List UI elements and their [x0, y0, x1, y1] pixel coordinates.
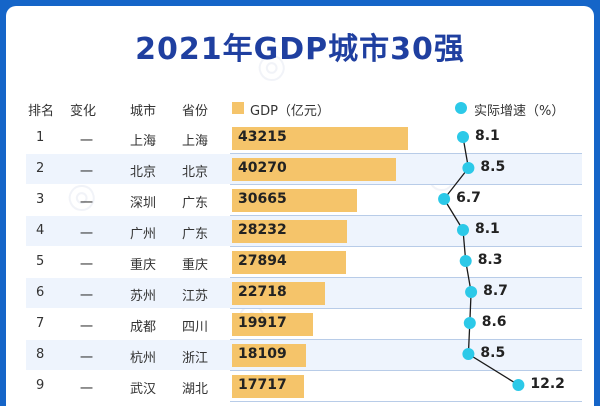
gdp-value-label: 22718: [238, 284, 287, 300]
rank-cell: 3: [36, 192, 45, 207]
growth-value-label: 8.5: [480, 159, 506, 175]
gdp-bar: [232, 344, 306, 367]
gdp-value-label: 28232: [238, 222, 287, 238]
rank-cell: 2: [36, 161, 45, 176]
city-cell: 上海: [130, 134, 157, 149]
city-cell: 成都: [130, 320, 157, 335]
change-cell: 一: [80, 227, 94, 242]
gdp-bar: [232, 282, 325, 305]
city-cell: 苏州: [130, 289, 157, 304]
change-cell: 一: [80, 134, 94, 149]
growth-point: [457, 224, 469, 236]
growth-legend-dot: [455, 102, 467, 114]
city-cell: 北京: [130, 165, 157, 180]
change-cell: 一: [80, 382, 94, 397]
growth-point: [438, 193, 451, 205]
growth-point: [463, 317, 476, 329]
row-divider: [230, 370, 582, 371]
rank-cell: 8: [36, 347, 45, 362]
growth-value-label: 8.1: [475, 128, 500, 144]
change-cell: 一: [80, 258, 94, 273]
growth-point: [465, 286, 478, 298]
growth-point: [512, 379, 525, 391]
city-cell: 广州: [130, 227, 157, 242]
chart-card: ◎ ◎ ◎ ◎ 2021年GDP城市30强 排名 变化 城市 省份 GDP（亿元…: [6, 6, 594, 406]
rank-cell: 5: [36, 254, 45, 269]
gdp-value-label: 40270: [238, 160, 287, 176]
gdp-value-label: 30665: [238, 191, 287, 207]
gdp-bar: [232, 127, 408, 150]
gdp-bar: [232, 158, 396, 181]
row-divider: [230, 184, 582, 185]
gdp-value-label: 27894: [238, 253, 287, 269]
change-cell: 一: [80, 351, 94, 366]
growth-point: [462, 348, 475, 360]
growth-value-label: 8.7: [483, 283, 508, 299]
rank-cell: 7: [36, 316, 45, 331]
rank-cell: 9: [36, 378, 45, 393]
gdp-bar: [232, 251, 346, 274]
chart-title: 2021年GDP城市30强: [135, 32, 465, 67]
header-province: 省份: [182, 104, 209, 119]
city-cell: 重庆: [130, 258, 157, 273]
growth-line-chart: [438, 131, 525, 391]
change-cell: 一: [80, 289, 94, 304]
province-cell: 重庆: [182, 258, 209, 273]
growth-value-label: 8.1: [475, 221, 500, 237]
gdp-value-label: 17717: [238, 377, 287, 393]
growth-value-label: 8.5: [480, 345, 506, 361]
gdp-bar: [232, 189, 357, 212]
province-cell: 湖北: [182, 382, 209, 397]
growth-value-label: 12.2: [530, 376, 565, 392]
province-cell: 广东: [182, 227, 209, 242]
header-change: 变化: [70, 104, 97, 119]
gdp-bar: [232, 375, 304, 398]
growth-value-label: 8.3: [477, 252, 503, 268]
gdp-value-label: 18109: [238, 346, 287, 362]
province-cell: 广东: [182, 196, 209, 211]
change-cell: 一: [80, 165, 94, 180]
row-divider: [230, 215, 582, 216]
row-divider: [230, 277, 582, 278]
gdp-legend-swatch: [232, 102, 244, 114]
growth-value-label: 8.6: [481, 314, 507, 330]
header-rank: 排名: [28, 104, 55, 119]
rank-cell: 4: [36, 223, 45, 238]
growth-point: [459, 255, 472, 267]
header-city: 城市: [130, 104, 157, 119]
province-cell: 四川: [182, 320, 209, 335]
city-cell: 武汉: [130, 382, 157, 397]
header-gdp: GDP（亿元）: [250, 104, 330, 119]
growth-point: [462, 162, 475, 174]
growth-point: [457, 131, 469, 143]
gdp-value-label: 43215: [238, 129, 287, 145]
growth-line: [443, 136, 519, 386]
province-cell: 上海: [182, 134, 209, 149]
change-cell: 一: [80, 196, 94, 211]
gdp-bar: [232, 313, 313, 336]
row-divider: [230, 308, 582, 309]
rank-cell: 6: [36, 285, 45, 300]
gdp-bar: [232, 220, 347, 243]
city-cell: 杭州: [130, 351, 157, 366]
rank-cell: 1: [36, 130, 45, 145]
province-cell: 江苏: [182, 289, 209, 304]
growth-value-label: 6.7: [456, 190, 481, 206]
header-growth: 实际增速（%）: [474, 104, 565, 119]
change-cell: 一: [80, 320, 94, 335]
province-cell: 北京: [182, 165, 209, 180]
row-divider: [230, 246, 582, 247]
city-cell: 深圳: [130, 196, 157, 211]
province-cell: 浙江: [182, 351, 209, 366]
row-divider: [230, 339, 582, 340]
row-divider: [230, 153, 582, 154]
gdp-value-label: 19917: [238, 315, 287, 331]
